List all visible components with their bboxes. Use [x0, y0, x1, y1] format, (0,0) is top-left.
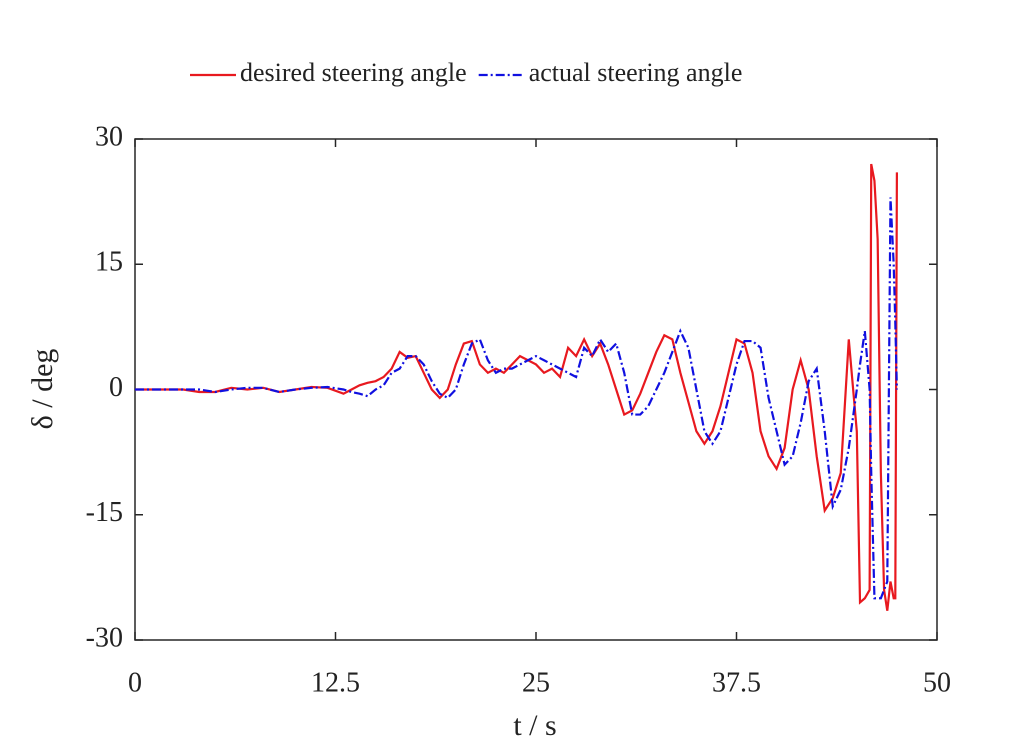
x-tick-label: 12.5	[311, 667, 360, 698]
x-tick-label: 0	[128, 667, 142, 698]
y-axis-label: δ / deg	[26, 349, 59, 430]
y-tick-label: 15	[95, 247, 123, 278]
data-line	[135, 163, 898, 611]
y-tick-label: -30	[86, 622, 123, 653]
data-line	[135, 197, 898, 600]
legend-label: actual steering angle	[529, 58, 743, 87]
x-tick-label: 37.5	[712, 667, 761, 698]
x-tick-label: 50	[923, 667, 951, 698]
y-tick-label: 30	[95, 121, 123, 152]
y-tick-label: 0	[109, 372, 123, 403]
x-tick-label: 25	[522, 667, 550, 698]
x-axis-label: t / s	[513, 709, 556, 742]
y-tick-label: -15	[86, 497, 123, 528]
legend-label: desired steering angle	[240, 58, 467, 87]
